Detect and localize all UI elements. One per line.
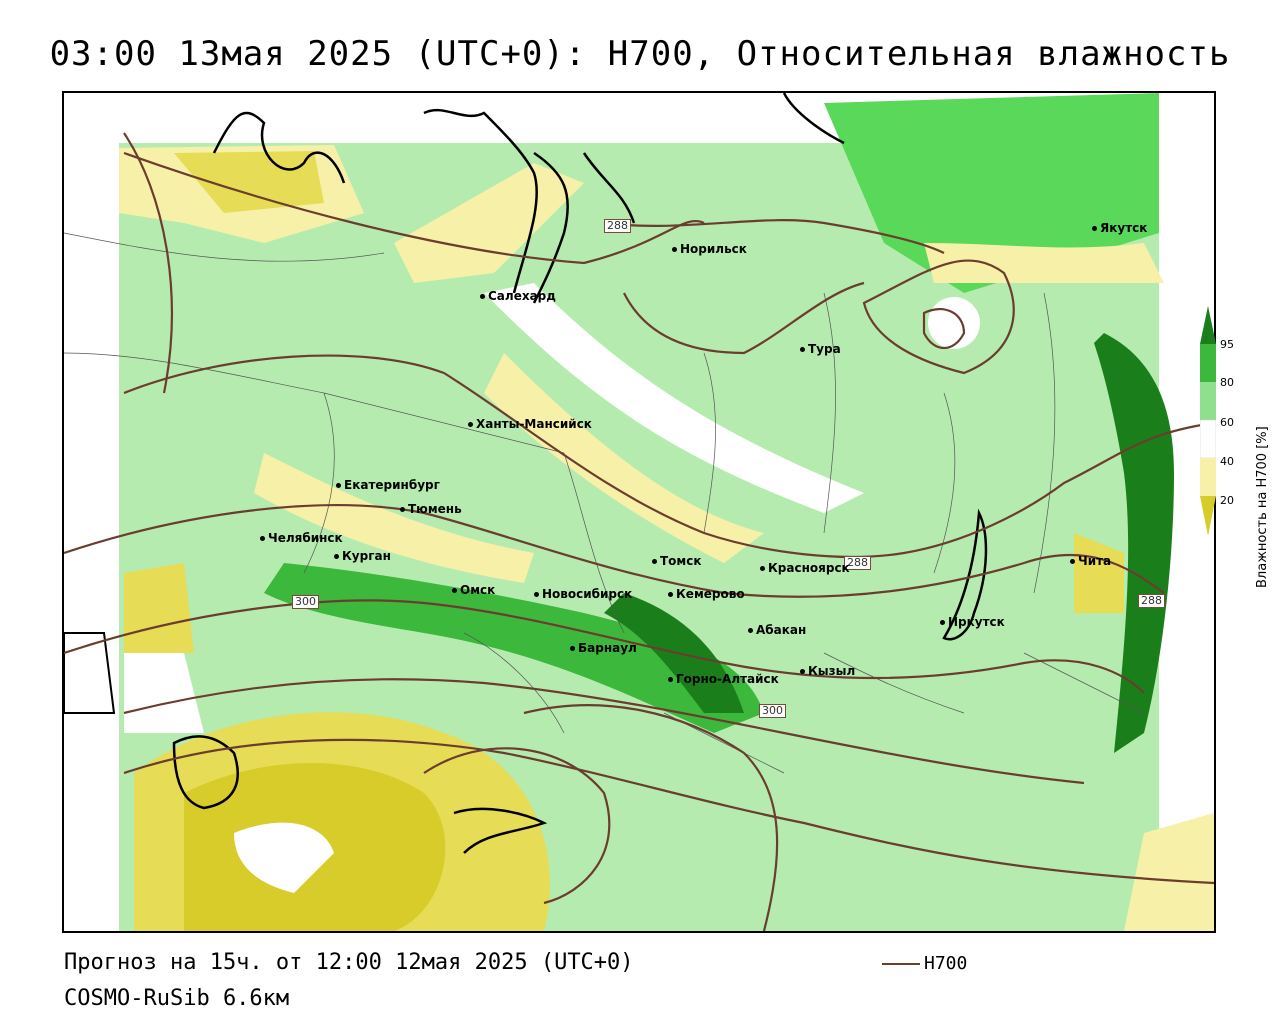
colorbar-tick: 95 [1220,338,1234,351]
city-chelyabinsk[interactable]: Челябинск [260,531,343,545]
city-norilsk[interactable]: Норильск [672,242,747,256]
colorbar-title: Влажность на H700 [%] [1255,426,1270,588]
city-kyzyl[interactable]: Кызыл [800,664,855,678]
colorbar-segment [1200,344,1216,382]
colorbar-tick: 20 [1220,494,1234,507]
humidity-field [64,93,1214,931]
admin-borders [64,232,1145,774]
city-abakan[interactable]: Абакан [748,623,806,637]
coastline [782,93,845,145]
city-omsk[interactable]: Омск [452,583,495,597]
city-kurgan[interactable]: Курган [334,549,391,563]
h700-legend-swatch [882,963,920,965]
colorbar [1200,306,1216,536]
colorbar-segment [1200,382,1216,420]
wet-area [264,563,764,733]
isoline-label: 300 [759,704,786,718]
colorbar-segment [1200,306,1216,344]
weather-map[interactable]: 288 288 288 300 300 Норильск Якутск Сале… [62,91,1216,933]
wet-area [824,93,1159,293]
h700-isolines [64,132,1214,931]
forecast-info: Прогноз на 15ч. от 12:00 12мая 2025 (UTC… [64,950,634,975]
dry-area [484,353,764,563]
city-irkutsk[interactable]: Иркутск [940,615,1005,629]
city-yakutsk[interactable]: Якутск [1092,221,1147,235]
city-chita[interactable]: Чита [1070,554,1111,568]
city-novosibirsk[interactable]: Новосибирск [534,587,632,601]
isoline-label: 288 [1138,594,1165,608]
colorbar-segment [1200,496,1216,536]
city-gorno-altaysk[interactable]: Горно-Алтайск [668,672,779,686]
clear-area [484,283,864,513]
city-khanty-mansiysk[interactable]: Ханты-Мансийск [468,417,592,431]
baikal-outline [942,508,988,641]
city-kemerovo[interactable]: Кемерово [668,587,745,601]
humidity-base [764,793,1064,931]
map-title: 03:00 13мая 2025 (UTC+0): H700, Относите… [49,34,1231,74]
city-tura[interactable]: Тура [800,342,841,356]
city-tyumen[interactable]: Тюмень [400,502,462,516]
colorbar-segment [1200,458,1216,496]
dry-area [254,453,534,583]
coastline [423,108,538,294]
isoline-label: 288 [604,219,631,233]
colorbar-tick: 60 [1220,416,1234,429]
dry-area [174,151,324,213]
coastline [64,632,116,714]
dry-area [124,563,194,653]
colorbar-segment [1200,419,1216,459]
dry-area [924,243,1164,283]
colorbar-tick: 80 [1220,376,1234,389]
city-barnaul[interactable]: Барнаул [570,641,637,655]
isoline-label: 300 [292,595,319,609]
colorbar-tick: 40 [1220,455,1234,468]
coastline [532,151,569,304]
coastline [212,111,346,184]
clear-area [234,822,334,893]
model-info: COSMO-RuSib 6.6км [64,986,290,1011]
h700-legend-label: H700 [924,953,968,974]
city-yekaterinburg[interactable]: Екатеринбург [336,478,440,492]
clear-area [124,653,204,733]
city-tomsk[interactable]: Томск [652,554,702,568]
city-salekhard[interactable]: Салехард [480,289,556,303]
clear-area [928,297,980,349]
dry-area [1074,533,1124,613]
isoline-label: 288 [844,556,871,570]
balkhash-outline [453,807,548,854]
city-krasnoyarsk[interactable]: Красноярск [760,561,850,575]
caspian-sea-outline [172,735,239,810]
dry-area [1124,813,1214,931]
coastline [582,152,636,224]
